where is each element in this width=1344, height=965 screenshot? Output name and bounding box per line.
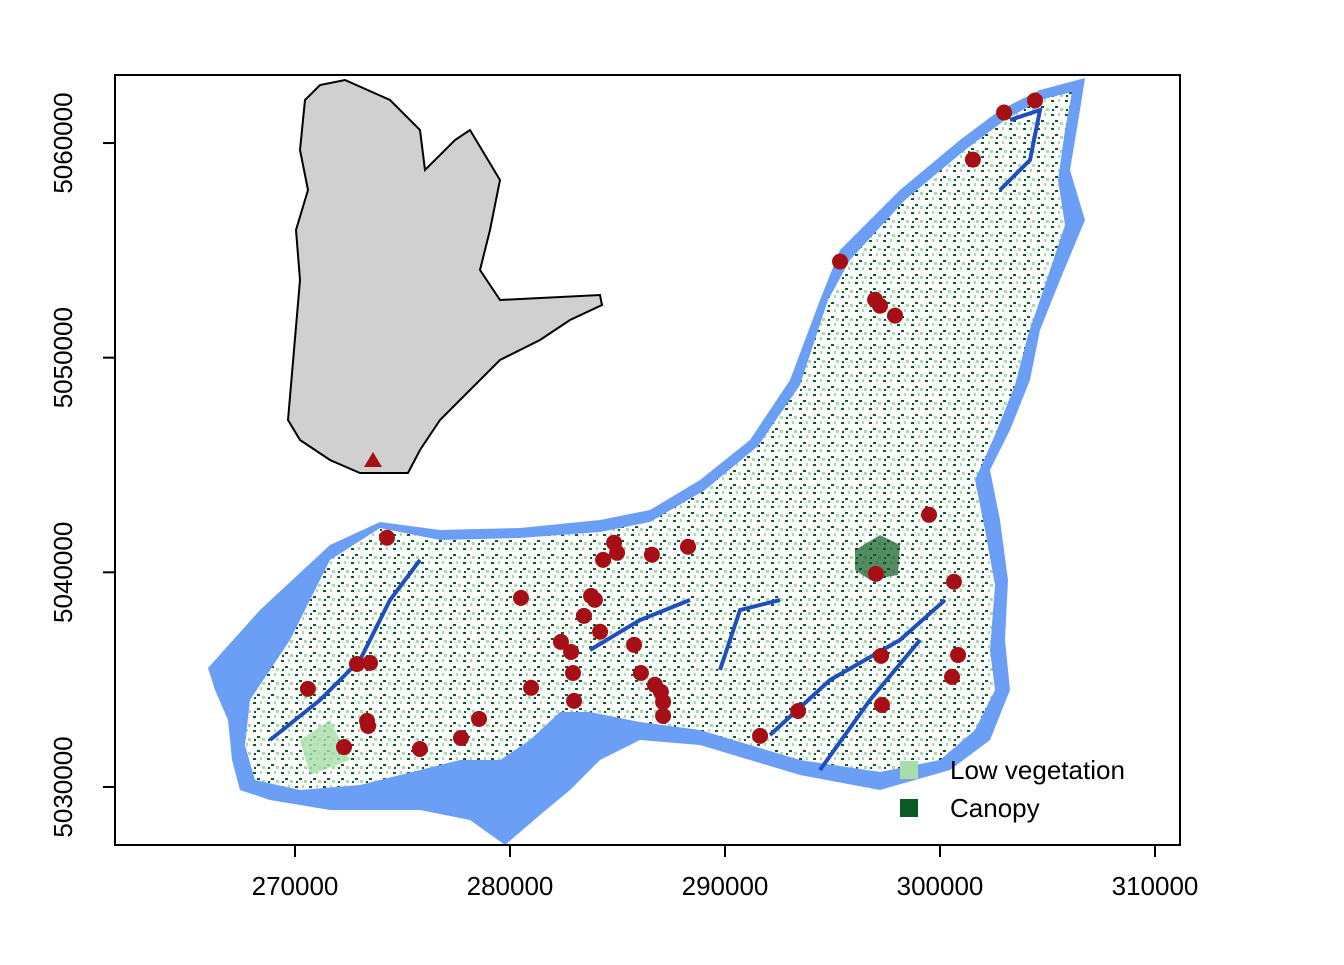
legend-label: Low vegetation: [950, 755, 1125, 785]
site-point: [950, 646, 967, 663]
site-point: [655, 693, 672, 710]
y-tick-label: 5030000: [48, 736, 78, 837]
site-point: [471, 710, 488, 727]
site-point: [945, 573, 962, 590]
site-point: [552, 633, 569, 650]
site-point: [872, 297, 889, 314]
legend-swatch: [900, 799, 918, 817]
chart-layer: 270000 280000 290000 300000 310000 5030000 504…: [48, 92, 1198, 901]
site-point: [452, 730, 469, 747]
site-point: [655, 707, 672, 724]
site-point: [790, 702, 807, 719]
site-point: [512, 589, 529, 606]
site-point: [360, 718, 377, 735]
y-tick-label: 5050000: [48, 307, 78, 408]
quebec-outline: [286, 78, 604, 474]
x-tick-label: 280000: [467, 871, 554, 901]
x-tick-label: 270000: [252, 871, 339, 901]
study-site-marker: [364, 452, 382, 467]
site-point: [586, 591, 603, 608]
site-point: [632, 664, 649, 681]
site-point: [964, 151, 981, 168]
legend-swatch: [900, 761, 918, 779]
site-point: [575, 607, 592, 624]
site-point: [362, 654, 379, 671]
site-point: [609, 544, 626, 561]
site-point: [564, 664, 581, 681]
site-point: [944, 668, 961, 685]
y-tick-label: 5040000: [48, 522, 78, 623]
site-point: [867, 565, 884, 582]
site-point: [592, 623, 609, 640]
inset-map: [286, 78, 604, 474]
site-point: [336, 739, 353, 756]
site-point: [873, 696, 890, 713]
site-point: [921, 506, 938, 523]
site-point: [832, 253, 849, 270]
site-point: [996, 104, 1013, 121]
site-point: [523, 679, 540, 696]
site-point: [411, 740, 428, 757]
x-tick-label: 290000: [682, 871, 769, 901]
y-tick-label: 5060000: [48, 92, 78, 193]
site-point: [873, 647, 890, 664]
site-point: [626, 636, 643, 653]
lowveg-patch: [300, 720, 350, 775]
site-point: [680, 538, 697, 555]
site-point: [379, 529, 396, 546]
site-point: [566, 692, 583, 709]
x-tick-label: 310000: [1112, 871, 1199, 901]
site-point: [299, 680, 316, 697]
legend-label: Canopy: [950, 793, 1040, 823]
site-point: [643, 546, 660, 563]
plot-frame: [114, 74, 1181, 846]
site-point: [595, 551, 612, 568]
site-point: [563, 643, 580, 660]
island: [245, 92, 1072, 790]
site-point: [348, 655, 365, 672]
site-point: [1027, 92, 1044, 109]
site-point: [887, 307, 904, 324]
x-tick-label: 300000: [897, 871, 984, 901]
site-point: [752, 727, 769, 744]
canopy-patch: [855, 535, 900, 580]
